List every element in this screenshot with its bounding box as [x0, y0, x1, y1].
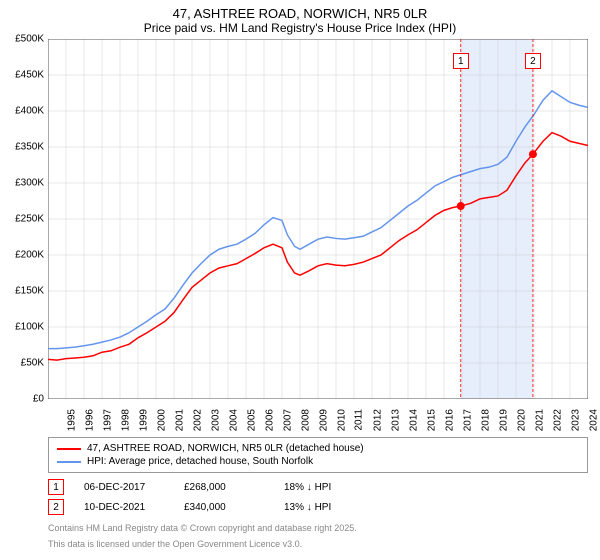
sales-table: 1 06-DEC-2017 £268,000 18% ↓ HPI 2 10-DEC-202… [48, 477, 588, 517]
x-tick-label: 2010 [336, 409, 347, 431]
legend-swatch [57, 461, 81, 463]
x-tick-label: 2002 [192, 409, 203, 431]
x-tick-label: 2003 [210, 409, 221, 431]
x-tick-label: 2012 [372, 409, 383, 431]
x-tick-label: 2024 [588, 409, 599, 431]
x-tick-label: 2023 [570, 409, 581, 431]
x-tick-label: 2018 [480, 409, 491, 431]
x-tick-label: 2021 [534, 409, 545, 431]
x-tick-label: 2019 [498, 409, 509, 431]
x-tick-label: 1995 [66, 409, 77, 431]
y-tick-label: £150K [4, 286, 44, 297]
sale-row: 1 06-DEC-2017 £268,000 18% ↓ HPI [48, 477, 588, 497]
legend-label: HPI: Average price, detached house, Sout… [87, 456, 313, 467]
sale-date: 06-DEC-2017 [84, 482, 164, 493]
x-tick-label: 1998 [120, 409, 131, 431]
y-tick-label: £500K [4, 34, 44, 45]
x-tick-label: 2006 [264, 409, 275, 431]
x-tick-label: 2011 [354, 409, 365, 431]
y-tick-label: £350K [4, 142, 44, 153]
x-tick-label: 2022 [552, 409, 563, 431]
legend-label: 47, ASHTREE ROAD, NORWICH, NR5 0LR (deta… [87, 443, 364, 454]
footer-license: This data is licensed under the Open Gov… [48, 539, 588, 549]
sale-marker-badge: 2 [525, 53, 541, 69]
x-tick-label: 2013 [390, 409, 401, 431]
x-tick-label: 2005 [246, 409, 257, 431]
chart-plot: £0£50K£100K£150K£200K£250K£300K£350K£400… [48, 39, 588, 399]
x-tick-label: 2004 [228, 409, 239, 431]
y-tick-label: £450K [4, 70, 44, 81]
sale-diff: 18% ↓ HPI [284, 482, 364, 493]
legend-item: HPI: Average price, detached house, Sout… [57, 455, 579, 468]
sale-price: £340,000 [184, 502, 264, 513]
sale-diff: 13% ↓ HPI [284, 502, 364, 513]
y-tick-label: £400K [4, 106, 44, 117]
x-tick-label: 2000 [156, 409, 167, 431]
footer-copyright: Contains HM Land Registry data © Crown c… [48, 523, 588, 533]
y-tick-label: £0 [4, 394, 44, 405]
x-tick-label: 1999 [138, 409, 149, 431]
y-tick-label: £300K [4, 178, 44, 189]
x-tick-label: 2017 [462, 409, 473, 431]
sale-badge: 2 [48, 499, 64, 515]
y-tick-label: £250K [4, 214, 44, 225]
y-tick-label: £50K [4, 358, 44, 369]
legend-item: 47, ASHTREE ROAD, NORWICH, NR5 0LR (deta… [57, 442, 579, 455]
chart-title: 47, ASHTREE ROAD, NORWICH, NR5 0LR [0, 0, 600, 21]
x-tick-label: 1997 [102, 409, 113, 431]
legend-swatch [57, 448, 81, 450]
chart-subtitle: Price paid vs. HM Land Registry's House … [0, 21, 600, 39]
x-tick-label: 2007 [282, 409, 293, 431]
x-tick-label: 2008 [300, 409, 311, 431]
sale-date: 10-DEC-2021 [84, 502, 164, 513]
y-tick-label: £200K [4, 250, 44, 261]
x-tick-label: 2009 [318, 409, 329, 431]
x-tick-label: 2015 [426, 409, 437, 431]
sale-row: 2 10-DEC-2021 £340,000 13% ↓ HPI [48, 497, 588, 517]
y-tick-label: £100K [4, 322, 44, 333]
x-tick-label: 2001 [174, 409, 185, 431]
legend: 47, ASHTREE ROAD, NORWICH, NR5 0LR (deta… [48, 437, 588, 473]
x-tick-label: 2014 [408, 409, 419, 431]
sale-badge: 1 [48, 479, 64, 495]
sale-price: £268,000 [184, 482, 264, 493]
x-tick-label: 2020 [516, 409, 527, 431]
sale-marker-badge: 1 [453, 53, 469, 69]
x-tick-label: 2016 [444, 409, 455, 431]
x-tick-label: 1996 [84, 409, 95, 431]
